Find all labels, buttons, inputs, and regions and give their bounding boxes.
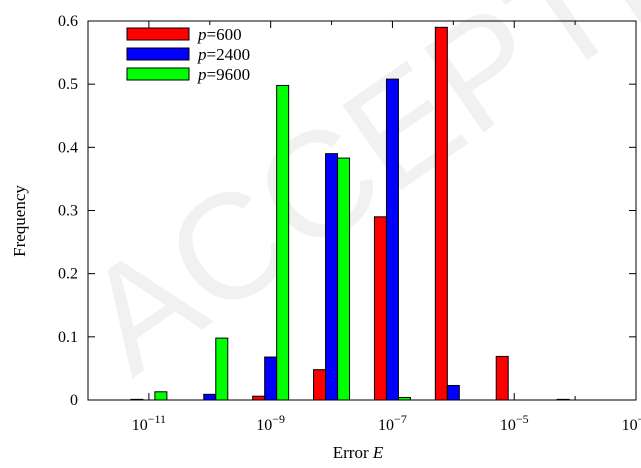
bars — [130, 26, 570, 401]
y-tick-label: 0 — [70, 392, 78, 409]
legend-swatch — [126, 67, 190, 81]
bar-p600-2 — [252, 395, 266, 401]
bar-p2400-4 — [385, 78, 399, 401]
bar-p2400-2 — [264, 356, 278, 401]
bar-p600-5 — [434, 26, 448, 401]
x-tick-label: 10−9 — [256, 412, 285, 434]
bar-p9600-1 — [215, 337, 229, 401]
y-tick-label: 0.4 — [58, 139, 78, 156]
y-tick-label: 0.5 — [58, 76, 78, 93]
bar-p600-3 — [313, 369, 327, 401]
y-axis: 0 0.1 0.2 0.3 0.4 0.5 0.6 — [58, 13, 636, 409]
legend-label: p=2400 — [197, 45, 250, 64]
x-tick-label: 10−11 — [132, 412, 166, 434]
y-tick-label: 0.3 — [58, 203, 78, 220]
legend-swatch — [126, 47, 190, 61]
x-axis-label: Error E — [333, 443, 384, 462]
bar-p600-6 — [495, 355, 509, 401]
bar-p9600-3 — [337, 157, 351, 401]
bar-p600-4 — [373, 216, 387, 401]
legend-label: p=9600 — [197, 65, 250, 84]
x-tick-label: 10−3 — [622, 412, 641, 434]
bar-p2400-5 — [446, 384, 460, 401]
x-tick-label: 10−5 — [500, 412, 529, 434]
bar-p9600-4 — [397, 396, 411, 401]
legend-label: p=600 — [197, 25, 242, 44]
bar-p600-0 — [130, 398, 144, 401]
bar-p9600-0 — [154, 391, 168, 401]
y-axis-label: Frequency — [10, 185, 29, 257]
bar-p9600-2 — [276, 84, 290, 401]
x-tick-label: 10−7 — [378, 412, 407, 434]
y-tick-label: 0.2 — [58, 266, 78, 283]
y-tick-label: 0.6 — [58, 13, 78, 30]
bar-p2400-3 — [325, 153, 339, 401]
bar-p2400-1 — [203, 393, 217, 401]
y-tick-label: 0.1 — [58, 329, 78, 346]
legend-swatch — [126, 27, 190, 41]
bar-p600-7 — [556, 398, 570, 401]
